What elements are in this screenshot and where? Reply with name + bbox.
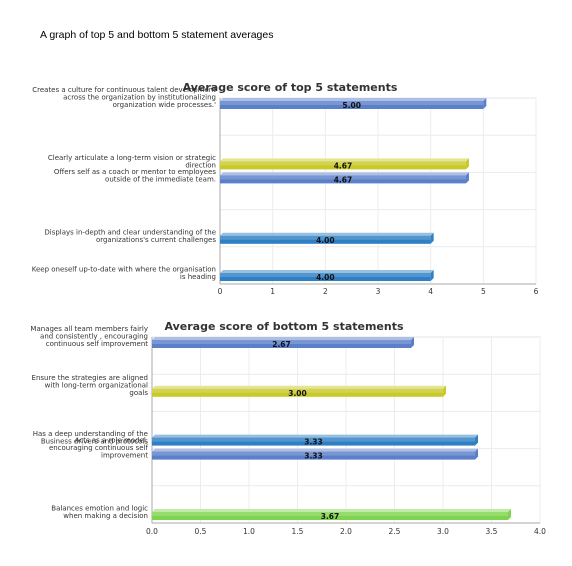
- bar-side-face: [465, 172, 469, 184]
- category-label: outside of the immediate team.: [105, 175, 216, 183]
- bar-highlight: [152, 451, 476, 456]
- chart-title: Average score of bottom 5 statements: [164, 320, 404, 333]
- bar-side-face: [483, 98, 487, 109]
- chart-title: Average score of top 5 statements: [183, 81, 398, 94]
- category-label: Keep oneself up-to-date with where the o…: [32, 266, 216, 274]
- category-label: Business drivers and protocols: [41, 438, 149, 446]
- category-label: Creates a culture for continuous talent …: [32, 86, 216, 94]
- x-tick-label: 3.0: [437, 527, 449, 536]
- bar-top-face: [220, 232, 434, 236]
- bar-value-label: 3.33: [304, 452, 323, 461]
- bar-top-face: [220, 98, 487, 101]
- bar-side-face: [430, 270, 434, 281]
- bar-top-face: [152, 385, 446, 389]
- bar-highlight: [152, 340, 411, 344]
- x-tick-label: 4: [428, 287, 433, 296]
- bar-highlight: [220, 161, 466, 166]
- bar-side-face: [410, 337, 414, 348]
- bar-value-label: 4.00: [316, 236, 335, 245]
- category-label: Ensure the strategies are aligned: [32, 374, 148, 382]
- category-label: Balances emotion and logic: [51, 505, 148, 513]
- bar-top-face: [152, 434, 479, 438]
- bar-value-label: 2.67: [272, 340, 291, 349]
- category-label: Has a deep understanding of the: [33, 430, 148, 438]
- bar-side-face: [475, 434, 479, 446]
- x-tick-label: 0: [218, 287, 223, 296]
- category-label: Displays in-depth and clear understandin…: [44, 228, 216, 236]
- category-label: goals: [129, 389, 148, 397]
- bar-side-face: [443, 385, 446, 397]
- x-tick-label: 1: [270, 287, 275, 296]
- bar-top-face: [220, 270, 434, 273]
- bar-top-face: [152, 448, 479, 452]
- category-label: encouraging continuous self: [49, 444, 149, 452]
- bar-top-face: [220, 158, 469, 162]
- x-tick-label: 3: [376, 287, 381, 296]
- category-label: with long-term organizational: [45, 381, 148, 389]
- bar-side-face: [475, 448, 479, 460]
- x-tick-label: 4.0: [534, 527, 546, 536]
- category-label: and consistently , encouraging: [40, 333, 148, 341]
- bar-value-label: 3.33: [304, 438, 323, 447]
- bar-value-label: 3.67: [321, 512, 340, 521]
- bar-highlight: [220, 175, 466, 180]
- category-label: continuous self improvement: [46, 340, 149, 348]
- category-label: improvement: [101, 452, 148, 460]
- category-label: Manages all team members fairly: [30, 325, 148, 333]
- bar-value-label: 4.00: [316, 273, 335, 282]
- bar-top-face: [152, 509, 511, 512]
- bar-side-face: [465, 158, 469, 170]
- x-tick-label: 1.0: [243, 527, 255, 536]
- x-tick-label: 3.5: [486, 527, 498, 536]
- x-tick-label: 2.0: [340, 527, 352, 536]
- bar-top-face: [220, 172, 469, 176]
- category-label: direction: [185, 161, 216, 169]
- bar-side-face: [430, 232, 434, 244]
- bar-side-face: [507, 509, 511, 520]
- bar-highlight: [152, 512, 508, 516]
- bar-value-label: 5.00: [342, 101, 361, 110]
- bar-highlight: [152, 437, 476, 442]
- category-label: organization wide processes.': [113, 101, 216, 109]
- x-tick-label: 0.0: [146, 527, 158, 536]
- bar-value-label: 3.00: [288, 389, 307, 398]
- bar-highlight: [220, 273, 431, 277]
- bar-value-label: 4.67: [334, 175, 353, 184]
- page-heading: A graph of top 5 and bottom 5 statement …: [40, 29, 274, 41]
- bar-highlight: [152, 388, 443, 393]
- x-tick-label: 2: [323, 287, 328, 296]
- x-tick-label: 6: [534, 287, 539, 296]
- bar-highlight: [220, 101, 484, 105]
- x-tick-label: 5: [481, 287, 486, 296]
- x-tick-label: 1.5: [292, 527, 304, 536]
- bar-top-face: [152, 337, 414, 340]
- bar-value-label: 4.67: [334, 161, 353, 170]
- x-tick-label: 2.5: [389, 527, 401, 536]
- category-label: Offers self as a coach or mentor to empl…: [54, 168, 216, 176]
- category-label: organizations's current challenges: [96, 236, 216, 244]
- x-tick-label: 0.5: [195, 527, 207, 536]
- category-label: when making a decision: [63, 512, 148, 520]
- category-label: Acts as a role model,: [75, 437, 148, 445]
- category-label: is heading: [180, 273, 216, 281]
- category-label: across the organization by institutional…: [63, 94, 216, 102]
- bar-highlight: [220, 235, 431, 240]
- category-label: Clearly articulate a long-term vision or…: [48, 154, 216, 162]
